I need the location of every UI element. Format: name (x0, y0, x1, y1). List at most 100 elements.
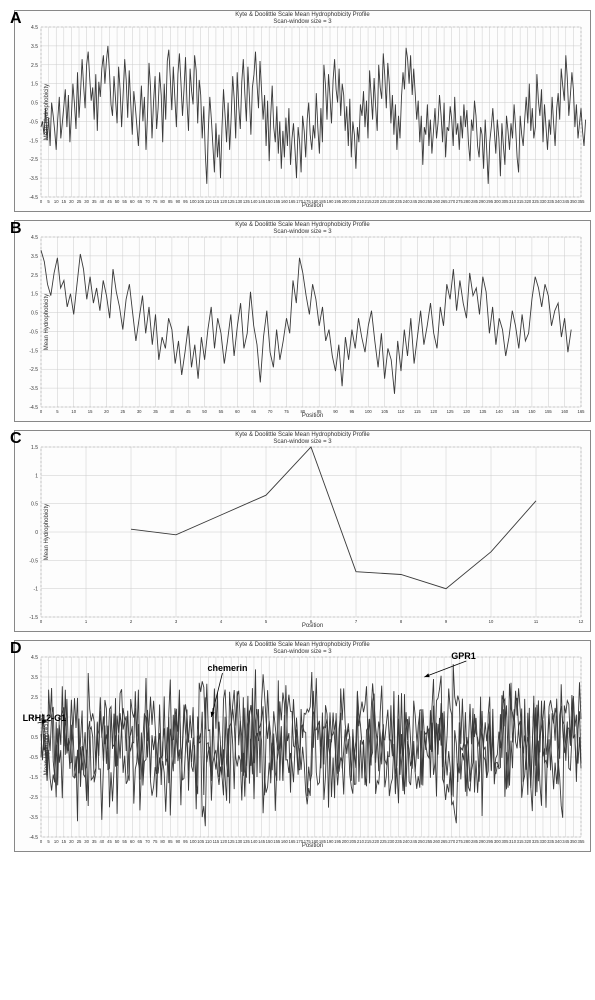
svg-text:215: 215 (365, 839, 373, 844)
data-series (41, 46, 586, 184)
svg-text:275: 275 (456, 199, 464, 204)
svg-text:-0.5: -0.5 (29, 120, 38, 126)
svg-text:-1.5: -1.5 (29, 139, 38, 145)
svg-text:60: 60 (130, 199, 135, 204)
svg-text:135: 135 (243, 839, 251, 844)
svg-text:4.5: 4.5 (31, 235, 38, 241)
svg-text:40: 40 (170, 409, 175, 414)
svg-text:305: 305 (501, 199, 509, 204)
svg-text:40: 40 (100, 839, 105, 844)
svg-text:50: 50 (115, 839, 120, 844)
svg-text:195: 195 (334, 839, 342, 844)
svg-text:155: 155 (273, 199, 281, 204)
svg-text:5: 5 (265, 619, 268, 624)
svg-text:195: 195 (334, 199, 342, 204)
svg-text:0.5: 0.5 (31, 735, 38, 741)
panel-C: CKyte & Doolittle Scale Mean Hydrophobic… (10, 430, 585, 632)
svg-text:5: 5 (47, 199, 50, 204)
svg-text:105: 105 (381, 409, 389, 414)
svg-text:75: 75 (284, 409, 289, 414)
svg-text:35: 35 (153, 409, 158, 414)
svg-text:2.5: 2.5 (31, 273, 38, 279)
svg-text:1: 1 (85, 619, 88, 624)
svg-text:1.5: 1.5 (31, 82, 38, 88)
svg-text:95: 95 (350, 409, 355, 414)
svg-text:95: 95 (183, 839, 188, 844)
svg-text:205: 205 (349, 839, 357, 844)
svg-text:275: 275 (456, 839, 464, 844)
svg-text:4.5: 4.5 (31, 655, 38, 661)
xlabel: Position (302, 203, 323, 209)
svg-text:130: 130 (235, 199, 243, 204)
svg-text:340: 340 (555, 199, 563, 204)
chart-svg: -1.5-1-0.500.511.50123456789101112 (41, 447, 581, 617)
svg-text:105: 105 (197, 839, 205, 844)
xlabel: Position (302, 413, 323, 419)
svg-text:120: 120 (220, 199, 228, 204)
svg-text:55: 55 (122, 839, 127, 844)
svg-text:355: 355 (578, 839, 586, 844)
svg-text:190: 190 (327, 839, 335, 844)
chart-svg: -4.5-3.5-2.5-1.5-0.50.51.52.53.54.505101… (41, 657, 581, 837)
svg-text:-3.5: -3.5 (29, 386, 38, 392)
svg-text:220: 220 (372, 839, 380, 844)
svg-text:190: 190 (327, 199, 335, 204)
plot-area: Mean HydrophobicityPosition-4.5-3.5-2.5-… (41, 27, 584, 197)
plot-area: Mean HydrophobicityPosition-1.5-1-0.500.… (41, 447, 584, 617)
svg-text:150: 150 (266, 839, 274, 844)
svg-text:120: 120 (430, 409, 438, 414)
svg-text:235: 235 (395, 199, 403, 204)
svg-text:225: 225 (380, 199, 388, 204)
svg-text:280: 280 (463, 199, 471, 204)
svg-text:10: 10 (54, 199, 59, 204)
svg-text:145: 145 (512, 409, 520, 414)
svg-text:325: 325 (532, 839, 540, 844)
svg-text:320: 320 (524, 839, 532, 844)
svg-text:45: 45 (107, 839, 112, 844)
svg-text:90: 90 (176, 199, 181, 204)
svg-text:100: 100 (365, 409, 373, 414)
svg-text:165: 165 (288, 199, 296, 204)
svg-text:300: 300 (494, 839, 502, 844)
svg-text:2.5: 2.5 (31, 63, 38, 69)
svg-text:235: 235 (395, 839, 403, 844)
annotation-GPR1: GPR1 (451, 651, 476, 661)
svg-text:260: 260 (433, 839, 441, 844)
svg-text:70: 70 (145, 199, 150, 204)
svg-text:105: 105 (197, 199, 205, 204)
svg-text:345: 345 (562, 839, 570, 844)
svg-text:110: 110 (205, 199, 212, 204)
svg-text:4.5: 4.5 (31, 25, 38, 31)
title-line1: Kyte & Doolittle Scale Mean Hydrophobici… (15, 432, 590, 439)
panel-label-D: D (10, 640, 22, 658)
svg-text:20: 20 (104, 409, 109, 414)
xlabel: Position (302, 623, 323, 629)
ylabel: Mean Hydrophobicity (44, 719, 50, 775)
svg-text:15: 15 (88, 409, 93, 414)
svg-text:10: 10 (489, 619, 494, 624)
svg-text:-3.5: -3.5 (29, 176, 38, 182)
svg-text:285: 285 (471, 839, 479, 844)
svg-text:7: 7 (355, 619, 358, 624)
svg-text:150: 150 (528, 409, 536, 414)
svg-text:40: 40 (100, 199, 105, 204)
svg-text:0: 0 (40, 839, 43, 844)
svg-text:70: 70 (145, 839, 150, 844)
svg-text:30: 30 (84, 199, 89, 204)
svg-text:2: 2 (130, 619, 133, 624)
svg-text:10: 10 (71, 409, 76, 414)
svg-text:330: 330 (539, 839, 547, 844)
svg-text:3.5: 3.5 (31, 254, 38, 260)
title-line1: Kyte & Doolittle Scale Mean Hydrophobici… (15, 642, 590, 649)
svg-text:250: 250 (418, 839, 426, 844)
svg-text:2.5: 2.5 (31, 695, 38, 701)
svg-text:15: 15 (61, 839, 66, 844)
svg-text:125: 125 (228, 199, 236, 204)
svg-text:45: 45 (107, 199, 112, 204)
svg-text:210: 210 (357, 839, 365, 844)
svg-text:-1.5: -1.5 (29, 349, 38, 355)
svg-text:4: 4 (220, 619, 223, 624)
svg-text:-1.5: -1.5 (29, 775, 38, 781)
svg-text:250: 250 (418, 199, 426, 204)
svg-text:-2.5: -2.5 (29, 367, 38, 373)
